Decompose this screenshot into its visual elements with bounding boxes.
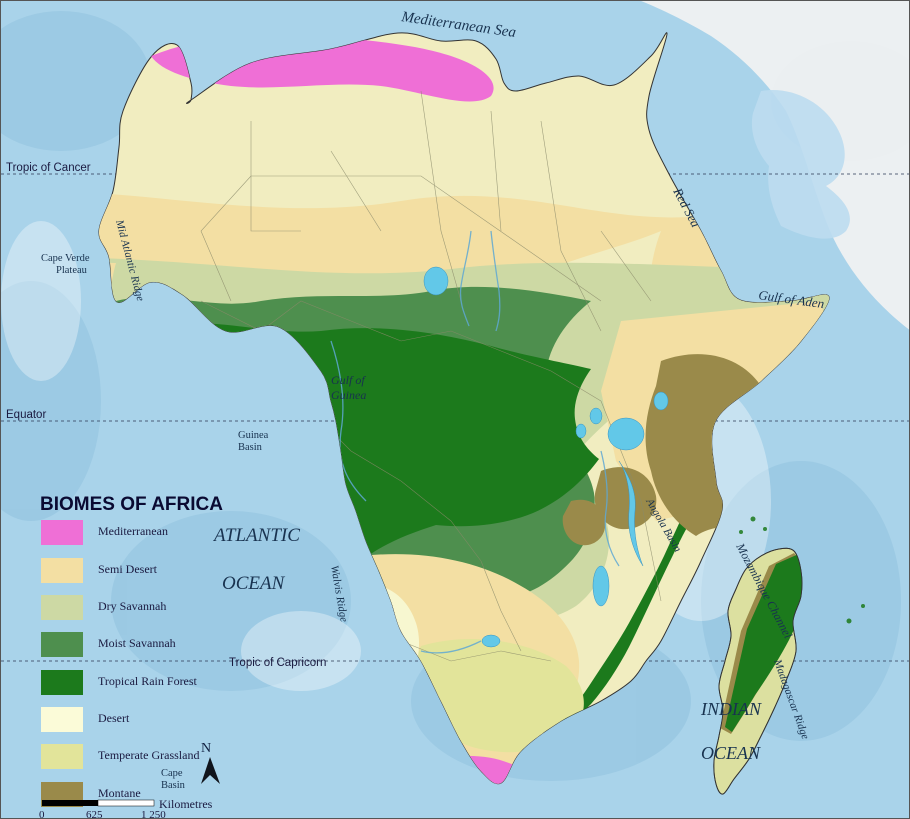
svg-text:Plateau: Plateau <box>56 265 88 276</box>
svg-text:Tropic of Cancer: Tropic of Cancer <box>6 162 91 174</box>
svg-text:Guinea: Guinea <box>238 430 269 441</box>
svg-text:OCEAN: OCEAN <box>701 743 761 763</box>
svg-text:Cape Verde: Cape Verde <box>41 253 90 264</box>
svg-text:Dry Savannah: Dry Savannah <box>98 599 166 613</box>
svg-text:Tropic of Capricorn: Tropic of Capricorn <box>229 657 326 669</box>
svg-text:OCEAN: OCEAN <box>222 573 286 594</box>
svg-text:Desert: Desert <box>98 711 130 725</box>
svg-text:Semi Desert: Semi Desert <box>98 562 158 576</box>
svg-text:Montane: Montane <box>98 786 141 800</box>
svg-text:Kilometres: Kilometres <box>159 797 213 811</box>
svg-text:Basin: Basin <box>161 780 186 791</box>
svg-text:Gulf of: Gulf of <box>331 373 366 387</box>
svg-text:Cape: Cape <box>161 768 183 779</box>
svg-text:BIOMES OF AFRICA: BIOMES OF AFRICA <box>40 494 223 515</box>
svg-text:INDIAN: INDIAN <box>700 699 762 719</box>
svg-text:N: N <box>201 741 211 756</box>
svg-text:1 250: 1 250 <box>141 809 166 819</box>
svg-text:ATLANTIC: ATLANTIC <box>212 525 300 546</box>
svg-text:Guinea: Guinea <box>331 388 366 402</box>
svg-text:0: 0 <box>39 809 45 819</box>
svg-text:Equator: Equator <box>6 409 46 421</box>
svg-text:Tropical Rain Forest: Tropical Rain Forest <box>98 674 198 688</box>
svg-text:Basin: Basin <box>238 442 263 453</box>
svg-text:Mediterranean: Mediterranean <box>98 524 168 538</box>
svg-text:Moist Savannah: Moist Savannah <box>98 636 176 650</box>
svg-text:625: 625 <box>86 809 103 819</box>
svg-text:Temperate Grassland: Temperate Grassland <box>98 748 199 762</box>
